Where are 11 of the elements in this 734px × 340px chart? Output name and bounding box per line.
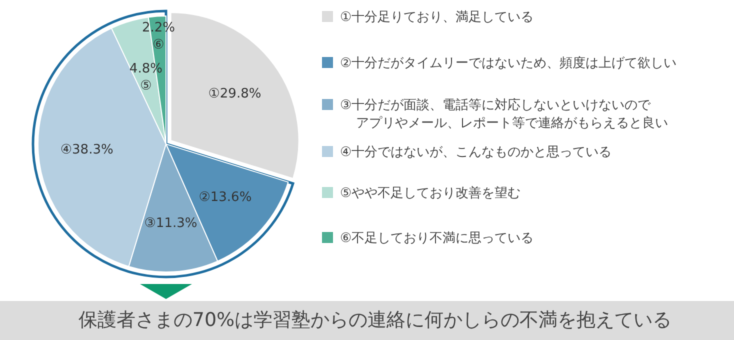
legend-label: ⑤やや不足しており改善を望む xyxy=(340,184,521,201)
text: 保護者さまの70%は学習塾からの連絡に何かしらの不満を抱えている xyxy=(78,309,672,332)
legend-label: ⑥不足しており不満に思っている xyxy=(340,230,534,246)
data-label: ①29.8% xyxy=(208,86,262,101)
data-label: ②13.6% xyxy=(198,189,252,204)
legend-label: ②十分だがタイムリーではないため、頻度は上げて欲しい xyxy=(340,54,677,71)
data-label: ③11.3% xyxy=(144,216,198,231)
legend-label: ③十分だが面談、電話等に対応しないといけないのでアプリやメール、レポート等で連絡がもらえると良い xyxy=(340,96,668,131)
legend-label: ④十分ではないが、こんなものかと思っている xyxy=(340,144,612,160)
legend-label: ①十分足りており、満足している xyxy=(340,10,534,25)
data-label: ④38.3% xyxy=(60,142,114,158)
